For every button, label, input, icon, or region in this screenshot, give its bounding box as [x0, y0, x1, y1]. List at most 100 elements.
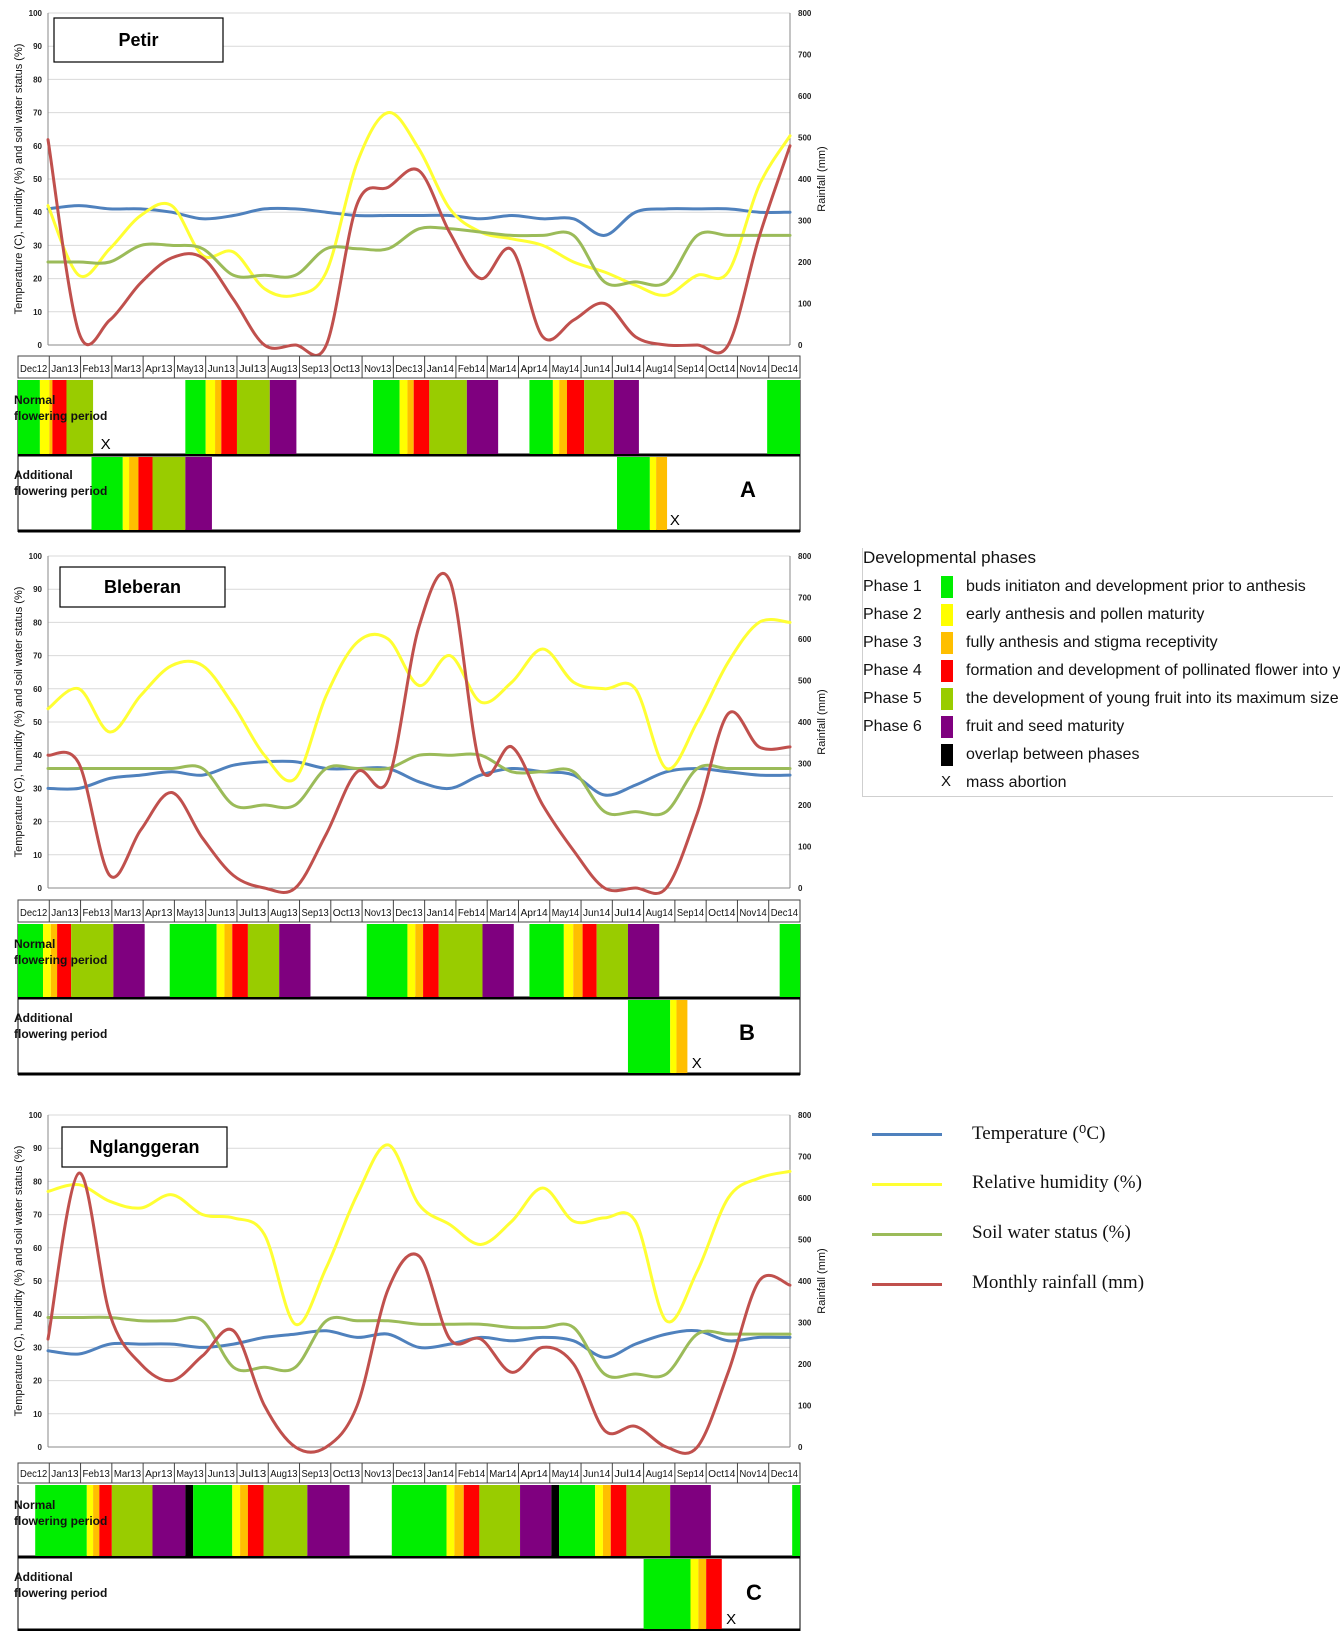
phase-legend-desc: early anthesis and pollen maturity	[966, 606, 1205, 623]
series-legend-swatch	[872, 1233, 942, 1236]
month-tick-label: Dec12	[20, 908, 48, 919]
series-legend-swatch	[872, 1133, 942, 1136]
phase-legend-desc: the development of young fruit into its …	[966, 690, 1339, 707]
month-tick-label: Aug14	[646, 908, 674, 919]
phase-legend-phase: Phase 4	[863, 662, 922, 679]
normal-phase-bar	[399, 380, 408, 454]
series-legend-swatch	[872, 1183, 942, 1186]
month-tick-label: Feb13	[83, 908, 111, 919]
month-tick-label: May13	[176, 364, 204, 375]
left-tick-label: 30	[33, 1343, 42, 1352]
month-tick-label: Feb14	[458, 364, 486, 375]
abortion-marker: X	[101, 436, 111, 453]
phase-legend-title: Developmental phases	[863, 548, 1036, 567]
additional-phase-bar	[656, 457, 668, 530]
left-tick-label: 90	[33, 1144, 42, 1153]
right-tick-label: 700	[798, 51, 812, 60]
series-line-temperature	[46, 759, 792, 797]
left-tick-label: 70	[33, 109, 42, 118]
month-tick-label: Apr14	[520, 1469, 548, 1480]
normal-phase-bar	[670, 1485, 711, 1556]
month-tick-label: Nov14	[739, 908, 767, 919]
month-tick-label: Aug13	[270, 364, 298, 375]
series-legend: Temperature (⁰C) Relative humidity (%) S…	[872, 1120, 1302, 1320]
normal-phase-bar	[216, 924, 225, 997]
normal-phase-bar	[18, 924, 44, 997]
month-tick-label: Sep14	[677, 908, 705, 919]
right-tick-label: 100	[798, 1402, 812, 1411]
phase-legend-phase: Phase 3	[863, 634, 922, 651]
month-tick-label: Jun13	[208, 364, 236, 375]
normal-phase-bar	[215, 380, 222, 454]
series-legend-rainfall: Monthly rainfall (mm)	[872, 1270, 1302, 1300]
normal-phase-bar	[49, 380, 53, 454]
month-tick-label: Nov14	[739, 1469, 767, 1480]
panel-letter: B	[739, 1020, 755, 1045]
normal-phase-bar	[551, 1485, 560, 1556]
abortion-symbol: X	[941, 773, 952, 790]
right-tick-label: 700	[798, 1153, 812, 1162]
phase-legend-row-4: Phase 4 formation and development of pol…	[863, 660, 1340, 684]
right-tick-label: 500	[798, 1236, 812, 1245]
phase-legend-desc: fully anthesis and stigma receptivity	[966, 634, 1218, 651]
left-tick-label: 80	[33, 75, 42, 84]
right-tick-label: 400	[798, 175, 812, 184]
normal-phase-bar	[529, 380, 553, 454]
phase-legend-phase: Phase 1	[863, 578, 922, 595]
additional-phase-bar	[617, 457, 650, 530]
month-tick-label: May14	[552, 1469, 580, 1480]
normal-phase-bar	[269, 380, 297, 454]
normal-phase-bar	[193, 1485, 233, 1556]
left-tick-label: 70	[33, 1211, 42, 1220]
left-tick-label: 90	[33, 42, 42, 51]
month-tick-label: Jan14	[427, 364, 455, 375]
right-tick-label: 400	[798, 1277, 812, 1286]
normal-phase-bar	[552, 380, 560, 454]
series-line-rainfall	[46, 571, 792, 895]
month-tick-label: Jul14	[614, 364, 642, 375]
left-tick-label: 10	[33, 1410, 42, 1419]
right-tick-label: 100	[798, 300, 812, 309]
right-tick-label: 700	[798, 594, 812, 603]
normal-phase-bar	[111, 1485, 153, 1556]
normal-phase-bar	[152, 1485, 186, 1556]
normal-phase-bar	[529, 924, 564, 997]
additional-phase-bar	[138, 457, 153, 530]
left-tick-label: 20	[33, 275, 42, 284]
additional-flowering-label: Additional flowering period	[14, 468, 107, 498]
series-line-soil-water	[46, 752, 792, 817]
left-tick-label: 100	[29, 9, 43, 18]
right-tick-label: 600	[798, 92, 812, 101]
y-axis-label-right: Rainfall (mm)	[816, 1248, 828, 1313]
month-tick-label: Mar13	[114, 908, 142, 919]
month-tick-label: Feb13	[83, 1469, 111, 1480]
left-tick-label: 0	[38, 1443, 43, 1452]
right-tick-label: 0	[798, 1443, 803, 1452]
month-tick-label: Jun14	[583, 364, 611, 375]
right-tick-label: 0	[798, 341, 803, 350]
normal-flowering-label: Normal flowering period	[14, 393, 107, 423]
month-tick-label: Nov14	[739, 364, 767, 375]
normal-phase-bar	[366, 924, 408, 997]
phase-swatch-4	[941, 660, 953, 682]
abortion-marker: X	[726, 1611, 736, 1628]
normal-phase-bar	[779, 924, 800, 997]
phase-legend-phase: Phase 6	[863, 718, 922, 735]
series-legend-label: Temperature (⁰C)	[972, 1123, 1106, 1144]
phase-legend-row-6: Phase 6 fruit and seed maturity	[863, 716, 1333, 740]
phase-swatch-overlap	[941, 744, 953, 766]
normal-phase-bar	[185, 380, 206, 454]
abortion-marker: X	[692, 1055, 702, 1072]
normal-phase-bar	[613, 380, 639, 454]
month-tick-label: Jan14	[427, 1469, 455, 1480]
month-tick-label: Jan14	[427, 908, 455, 919]
right-tick-label: 800	[798, 1111, 812, 1120]
month-tick-label: Jul13	[239, 908, 267, 919]
normal-phase-bar	[407, 380, 414, 454]
series-line-temperature	[46, 1329, 792, 1359]
normal-phase-bar	[429, 380, 467, 454]
normal-phase-bar	[221, 380, 237, 454]
right-tick-label: 600	[798, 1194, 812, 1203]
month-tick-label: Jul13	[239, 1469, 267, 1480]
left-tick-label: 30	[33, 784, 42, 793]
